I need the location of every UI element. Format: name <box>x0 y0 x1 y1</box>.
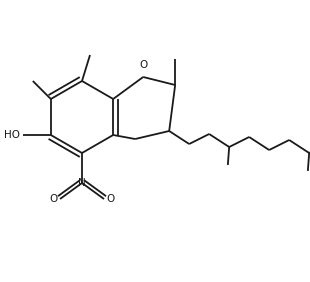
Text: O: O <box>106 194 114 204</box>
Text: O: O <box>50 194 58 204</box>
Text: HO: HO <box>4 130 20 140</box>
Text: O: O <box>139 60 147 70</box>
Text: N: N <box>78 178 86 188</box>
